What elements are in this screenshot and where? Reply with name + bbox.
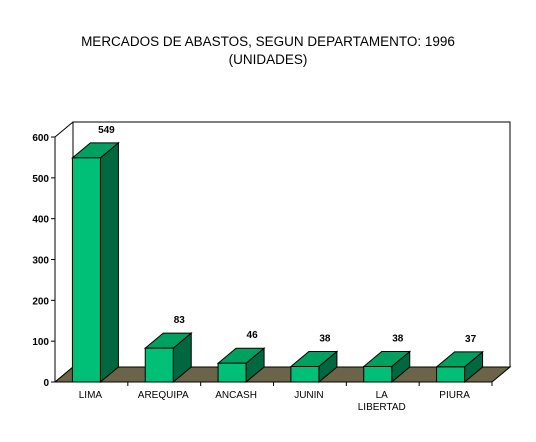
y-tick-label: 500 bbox=[32, 174, 49, 185]
y-axis-top-edge bbox=[54, 121, 74, 138]
x-category-label: JUNIN bbox=[294, 390, 323, 401]
x-category-label: AREQUIPA bbox=[138, 390, 189, 401]
bar bbox=[217, 362, 247, 383]
chart-title: MERCADOS DE ABASTOS, SEGUN DEPARTAMENTO:… bbox=[81, 34, 455, 49]
data-label: 46 bbox=[247, 330, 259, 341]
x-category-label: LIBERTAD bbox=[358, 402, 406, 413]
y-tick-label: 100 bbox=[32, 337, 49, 348]
x-category-label: PIURA bbox=[439, 390, 470, 401]
data-label: 549 bbox=[98, 125, 115, 136]
data-label: 38 bbox=[392, 333, 404, 344]
y-tick-label: 600 bbox=[32, 133, 49, 144]
x-category-label: LIMA bbox=[79, 390, 103, 401]
chart-subtitle: (UNIDADES) bbox=[228, 52, 308, 67]
data-label: 38 bbox=[319, 333, 331, 344]
bar bbox=[436, 366, 466, 383]
y-tick-label: 200 bbox=[32, 296, 49, 307]
y-tick-label: 400 bbox=[32, 215, 49, 226]
y-tick-label: 0 bbox=[43, 378, 49, 389]
data-label: 83 bbox=[174, 315, 186, 326]
bar bbox=[363, 365, 393, 383]
bar bbox=[144, 347, 174, 383]
data-label: 37 bbox=[465, 334, 477, 345]
bar bbox=[71, 157, 101, 383]
y-tick-label: 300 bbox=[32, 256, 49, 267]
x-category-label: LA bbox=[376, 390, 389, 401]
bar-side bbox=[99, 141, 119, 384]
plot-back-wall bbox=[53, 121, 511, 383]
bar bbox=[290, 365, 320, 383]
x-category-label: ANCASH bbox=[215, 390, 257, 401]
